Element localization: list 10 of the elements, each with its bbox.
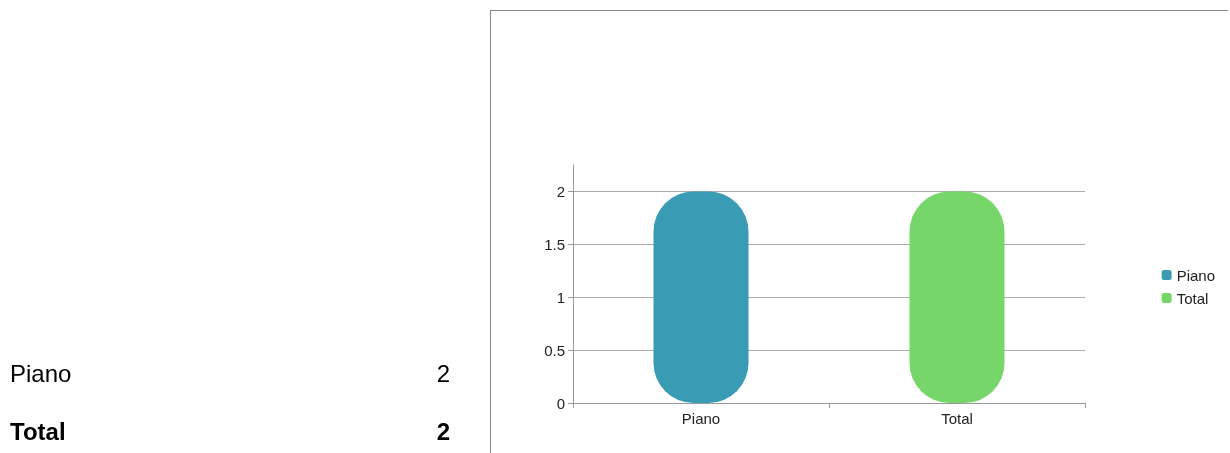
data-label: 2 (436, 418, 450, 446)
data-label: 2 (436, 360, 450, 388)
legend-label: Total (1176, 289, 1209, 307)
y-tick-label: 2 (556, 182, 565, 200)
y-tick-label: 0 (556, 394, 565, 412)
category-label: Piano (10, 360, 72, 388)
legend-label: Piano (1176, 266, 1216, 284)
y-tick-label: 1 (556, 288, 565, 306)
y-tick-label: 1.5 (544, 235, 565, 253)
y-tick-label: 0.5 (544, 341, 565, 359)
